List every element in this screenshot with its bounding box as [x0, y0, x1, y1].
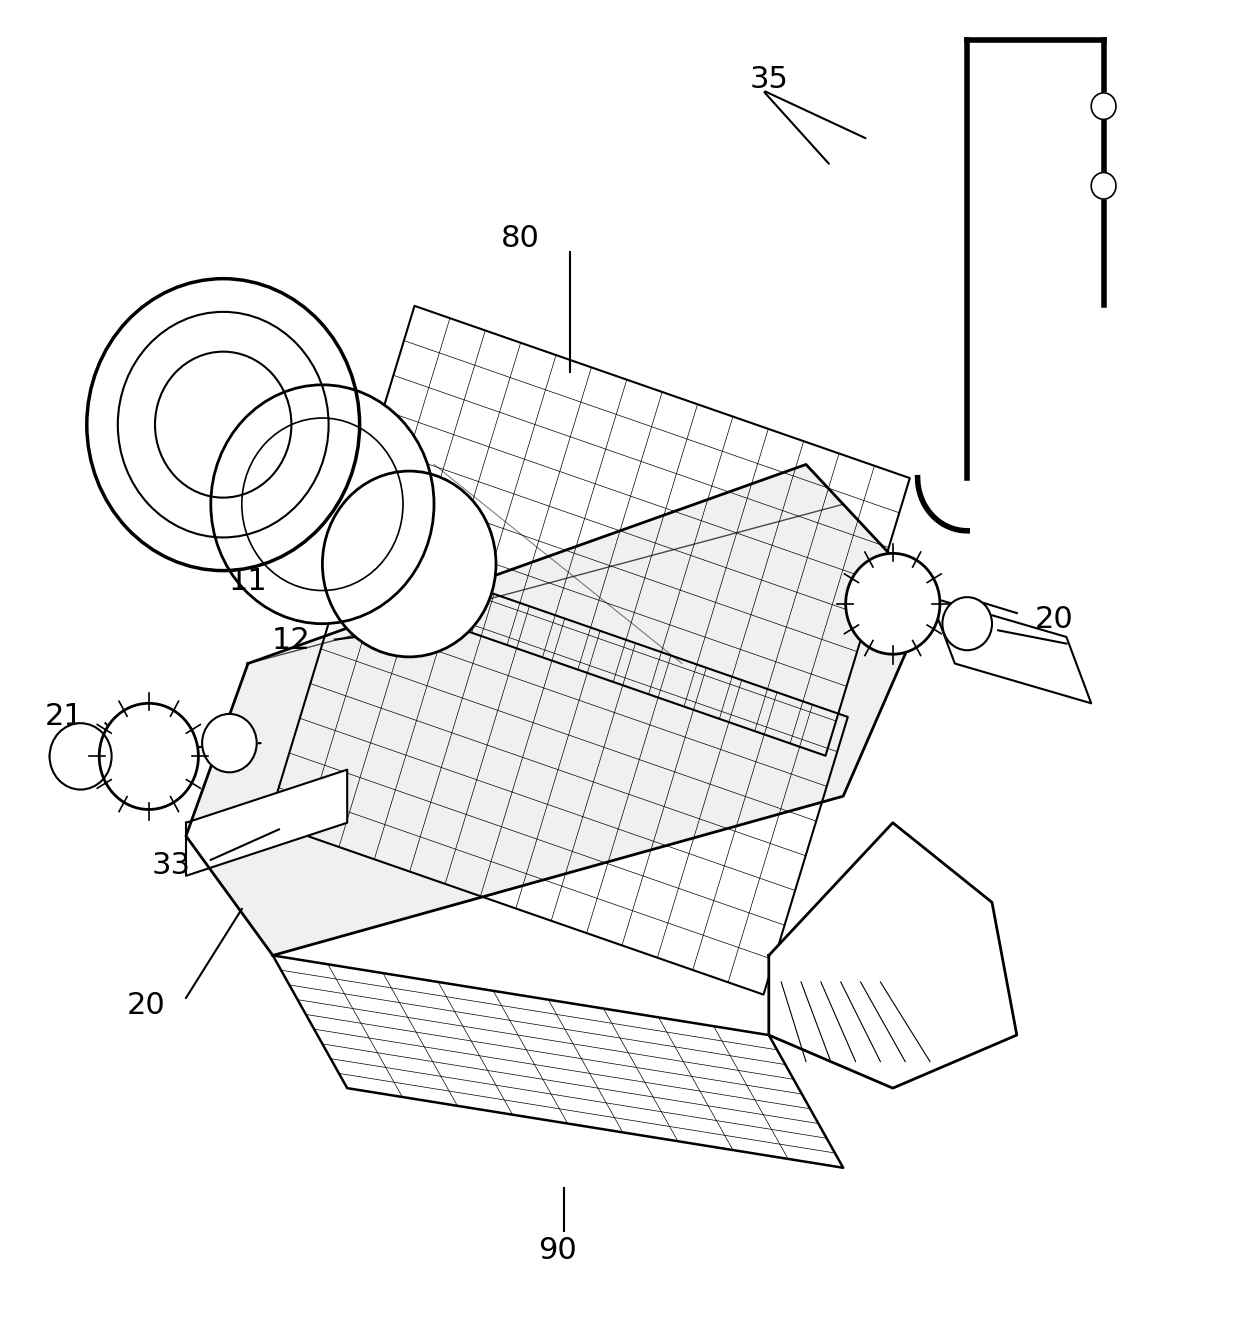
Text: 20: 20	[1034, 605, 1074, 634]
Circle shape	[242, 418, 403, 591]
Circle shape	[846, 553, 940, 654]
Text: 20: 20	[126, 991, 166, 1020]
Text: 12: 12	[272, 626, 311, 656]
Circle shape	[942, 597, 992, 650]
Text: 80: 80	[501, 224, 541, 253]
Circle shape	[155, 352, 291, 498]
Text: 35: 35	[749, 65, 789, 94]
Text: 21: 21	[45, 702, 84, 731]
Circle shape	[118, 312, 329, 537]
Circle shape	[322, 471, 496, 657]
Polygon shape	[930, 597, 1091, 703]
Polygon shape	[186, 464, 930, 955]
Circle shape	[211, 385, 434, 624]
Text: 33: 33	[151, 851, 191, 880]
Polygon shape	[769, 823, 1017, 1088]
Circle shape	[1091, 93, 1116, 119]
Circle shape	[202, 714, 257, 772]
Polygon shape	[186, 770, 347, 876]
Text: 11: 11	[228, 567, 268, 596]
Circle shape	[99, 703, 198, 809]
Circle shape	[87, 279, 360, 571]
Circle shape	[1091, 173, 1116, 199]
Circle shape	[50, 723, 112, 790]
Text: 90: 90	[538, 1235, 578, 1265]
Polygon shape	[273, 955, 843, 1168]
